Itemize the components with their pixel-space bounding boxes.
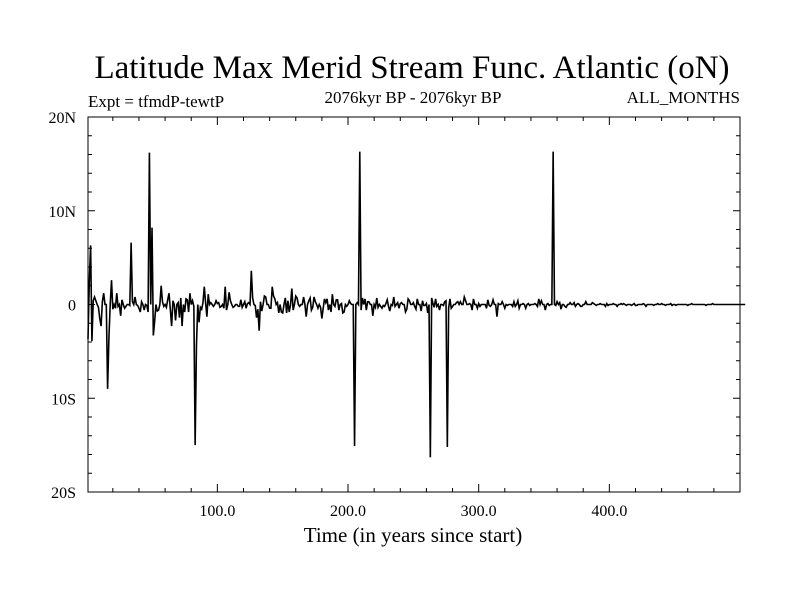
series-layer [87,151,746,458]
x-tick-label: 200.0 [330,503,366,520]
series-line [87,151,746,458]
x-tick-label: 400.0 [591,503,627,520]
chart-title: Latitude Max Merid Stream Func. Atlantic… [94,50,729,86]
x-axis-label: Time (in years since start) [304,523,523,547]
months-label: ALL_MONTHS [627,88,740,107]
plot-frame [87,116,741,493]
period-label: 2076kyr BP - 2076kyr BP [325,88,502,107]
y-tick-label: 0 [68,298,76,315]
experiment-label: Expt = tfmdP-tewtP [88,92,224,111]
y-tick-label: 20N [48,110,76,127]
x-tick-label: 300.0 [461,503,497,520]
axes: 20N 10N 0 10S 20S 100.0 200.0 300.0 400.0 [48,110,740,520]
y-tick-label: 10S [51,391,76,408]
y-tick-label: 20S [51,485,76,502]
x-tick-label: 100.0 [199,503,235,520]
y-tick-label: 10N [48,204,76,221]
